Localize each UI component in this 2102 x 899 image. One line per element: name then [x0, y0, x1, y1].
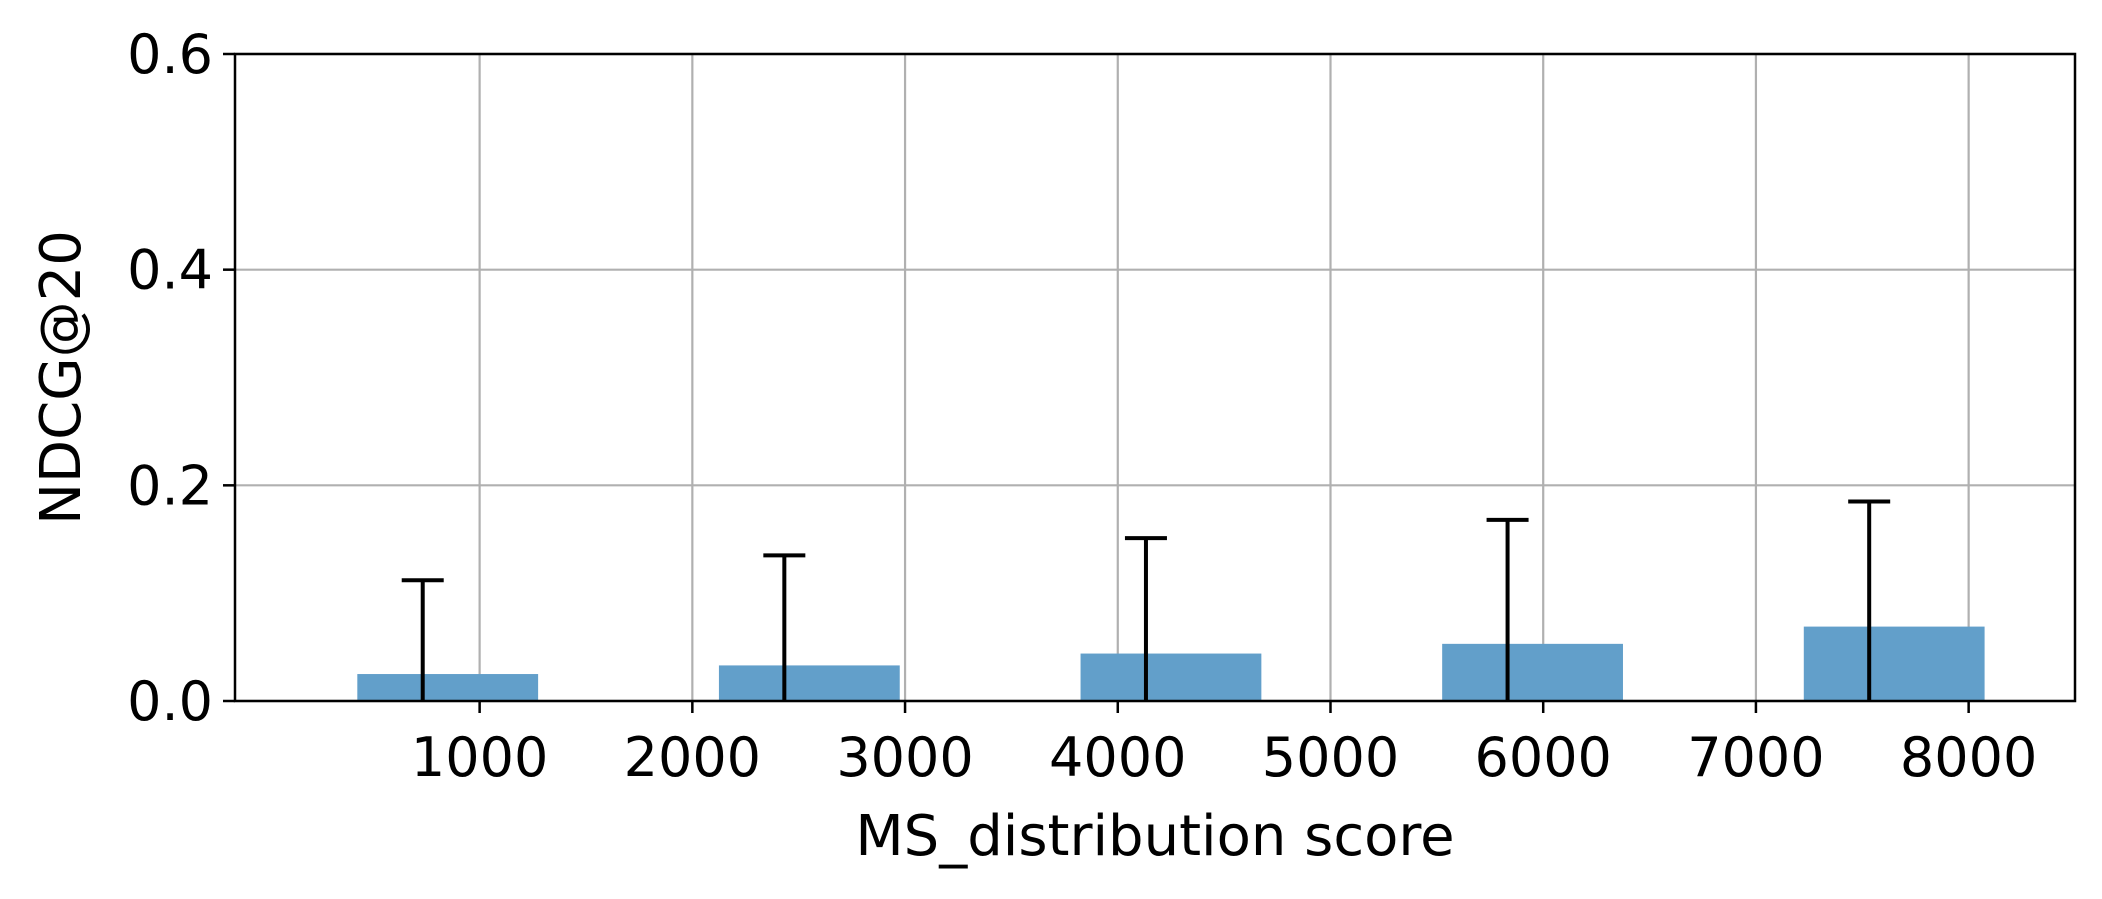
bar [1803, 626, 1985, 701]
plot-frame [233, 52, 2077, 703]
x-tick-label: 3000 [836, 726, 973, 789]
bars [357, 626, 1985, 701]
bar [718, 665, 900, 701]
x-tick-label: 5000 [1262, 726, 1399, 789]
y-tick-label: 0.0 [127, 670, 213, 733]
y-axis-ticks: 0.0 0.2 0.4 0.6 [127, 23, 235, 733]
x-axis-label: MS_distribution score [855, 804, 1454, 869]
bar [357, 674, 539, 701]
x-tick-label: 4000 [1049, 726, 1186, 789]
x-tick-label: 7000 [1687, 726, 1824, 789]
y-tick-label: 0.2 [127, 454, 213, 517]
grid [235, 52, 2075, 703]
y-axis-label: NDCG@20 [29, 230, 94, 525]
bar [1442, 643, 1623, 701]
x-axis-ticks: 1000 2000 3000 4000 5000 6000 7000 8000 [411, 701, 2037, 789]
x-tick-label: 8000 [1900, 726, 2037, 789]
x-tick-label: 6000 [1474, 726, 1611, 789]
x-tick-label: 1000 [411, 726, 548, 789]
y-tick-label: 0.6 [127, 23, 213, 86]
y-tick-label: 0.4 [127, 239, 213, 302]
error-bars [401, 499, 1891, 701]
bar [1080, 653, 1262, 701]
x-tick-label: 2000 [624, 726, 761, 789]
